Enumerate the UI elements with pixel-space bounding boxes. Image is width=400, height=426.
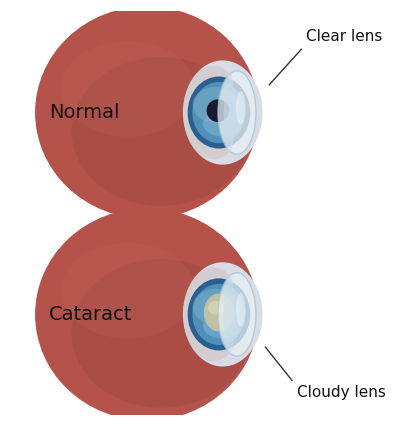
Text: Clear lens: Clear lens	[306, 29, 382, 44]
Ellipse shape	[208, 301, 224, 314]
Ellipse shape	[183, 262, 262, 366]
Ellipse shape	[207, 99, 229, 122]
Ellipse shape	[203, 313, 240, 338]
Ellipse shape	[236, 293, 246, 326]
Ellipse shape	[216, 316, 224, 322]
Ellipse shape	[224, 73, 235, 152]
Ellipse shape	[193, 87, 240, 123]
Ellipse shape	[218, 71, 256, 154]
Ellipse shape	[188, 279, 250, 351]
Text: Normal: Normal	[49, 103, 120, 122]
Ellipse shape	[72, 57, 250, 206]
Text: Cloudy lens: Cloudy lens	[297, 386, 386, 400]
Ellipse shape	[204, 294, 234, 331]
Ellipse shape	[203, 111, 240, 136]
Ellipse shape	[192, 284, 246, 345]
Ellipse shape	[35, 208, 259, 420]
Ellipse shape	[72, 259, 250, 408]
Ellipse shape	[236, 91, 246, 124]
Ellipse shape	[193, 289, 240, 325]
Ellipse shape	[61, 41, 195, 137]
Ellipse shape	[61, 243, 195, 339]
Ellipse shape	[224, 275, 235, 354]
Ellipse shape	[218, 273, 256, 356]
Ellipse shape	[183, 60, 262, 165]
Ellipse shape	[192, 82, 246, 143]
Ellipse shape	[35, 6, 259, 219]
Ellipse shape	[188, 77, 250, 149]
Text: Cataract: Cataract	[49, 305, 133, 324]
Ellipse shape	[183, 66, 243, 159]
Ellipse shape	[183, 268, 243, 361]
